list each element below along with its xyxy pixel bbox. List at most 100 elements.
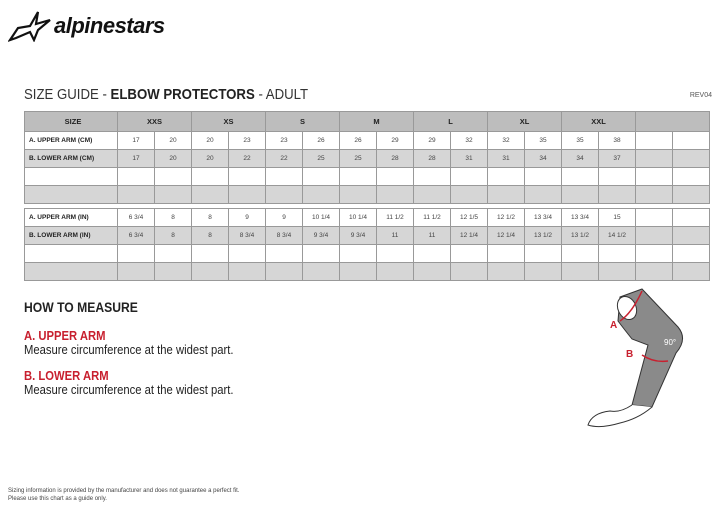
table-cell <box>228 185 266 204</box>
table-cell: 29 <box>376 131 414 150</box>
table-cell <box>376 244 414 263</box>
table-cell: 32 <box>450 131 488 150</box>
size-column-header: XS <box>191 111 266 132</box>
table-cell <box>191 167 229 186</box>
table-cell <box>154 167 192 186</box>
table-cell: 31 <box>450 149 488 168</box>
table-cell: 13 1/2 <box>561 226 599 245</box>
table-cell <box>450 185 488 204</box>
table-cell <box>339 185 377 204</box>
table-cell <box>117 262 155 281</box>
table-cell <box>635 131 673 150</box>
table-cell: 26 <box>339 131 377 150</box>
table-cell: 34 <box>524 149 562 168</box>
table-cell <box>302 262 340 281</box>
size-column-header: XXL <box>561 111 636 132</box>
table-cell <box>450 262 488 281</box>
table-cell <box>561 167 599 186</box>
table-cell: 8 3/4 <box>265 226 303 245</box>
table-cell <box>598 244 636 263</box>
table-cell <box>154 185 192 204</box>
size-column-header: XXS <box>117 111 192 132</box>
table-cell <box>487 244 525 263</box>
table-cell <box>228 167 266 186</box>
table-cell <box>191 262 229 281</box>
size-column-header: M <box>339 111 414 132</box>
table-row <box>24 262 710 281</box>
table-cell <box>635 167 673 186</box>
table-cell: 8 <box>191 226 229 245</box>
table-cell: 12 1/2 <box>487 208 525 227</box>
table-cell: 28 <box>376 149 414 168</box>
table-cell: 9 <box>228 208 266 227</box>
table-cell: 34 <box>561 149 599 168</box>
table-cell <box>302 244 340 263</box>
how-to-measure-heading: HOW TO MEASURE <box>24 300 138 315</box>
table-cell <box>265 262 303 281</box>
title-suffix: - ADULT <box>254 86 309 103</box>
table-cell: 9 <box>265 208 303 227</box>
table-cell: 10 1/4 <box>339 208 377 227</box>
table-cell <box>598 185 636 204</box>
table-row: A. UPPER ARM (CM) 17 20 20 23 23 26 26 29 29 32 32 3… <box>24 131 710 150</box>
table-cell <box>413 185 451 204</box>
table-cell <box>339 244 377 263</box>
table-cell: 29 <box>413 131 451 150</box>
table-cell <box>635 226 673 245</box>
table-cell: 17 <box>117 149 155 168</box>
table-cell: 20 <box>191 131 229 150</box>
table-cell: 20 <box>191 149 229 168</box>
table-cell: 11 1/2 <box>376 208 414 227</box>
table-row <box>24 167 710 186</box>
table-cell: 31 <box>487 149 525 168</box>
row-label <box>24 185 118 204</box>
alpinestars-logo: alpinestars <box>8 10 165 42</box>
table-cell: 12 1/5 <box>450 208 488 227</box>
table-cell: 35 <box>524 131 562 150</box>
brand-name: alpinestars <box>54 13 165 38</box>
table-cell <box>376 185 414 204</box>
row-label <box>24 262 118 281</box>
table-cell <box>672 167 710 186</box>
table-cell <box>154 244 192 263</box>
table-cell: 8 <box>191 208 229 227</box>
table-cell <box>635 149 673 168</box>
table-cell: 13 3/4 <box>524 208 562 227</box>
diagram-angle: 90° <box>664 338 676 347</box>
table-cell <box>302 185 340 204</box>
table-cell: 6 3/4 <box>117 226 155 245</box>
table-cell <box>635 208 673 227</box>
table-cell: 13 1/2 <box>524 226 562 245</box>
table-cell: 20 <box>154 131 192 150</box>
table-cell: 11 1/2 <box>413 208 451 227</box>
table-cell <box>672 244 710 263</box>
table-cell <box>302 167 340 186</box>
upper-arm-heading: A. UPPER ARM <box>24 329 106 343</box>
table-cell: 22 <box>228 149 266 168</box>
table-cell: 20 <box>154 149 192 168</box>
table-cell <box>524 167 562 186</box>
size-column-header: L <box>413 111 488 132</box>
row-label: A. UPPER ARM (CM) <box>24 131 118 150</box>
table-cell <box>635 262 673 281</box>
table-cell: 6 3/4 <box>117 208 155 227</box>
table-cell: 37 <box>598 149 636 168</box>
page-title: SIZE GUIDE - ELBOW PROTECTORS - ADULT <box>24 86 308 103</box>
table-cell <box>117 185 155 204</box>
table-cell: 8 <box>154 208 192 227</box>
table-cell <box>228 244 266 263</box>
table-cell: 13 3/4 <box>561 208 599 227</box>
table-cell <box>154 262 192 281</box>
table-cell <box>672 185 710 204</box>
table-row: B. LOWER ARM (CM) 17 20 20 22 22 25 25 28 28 31 31 3… <box>24 149 710 168</box>
size-column-header: S <box>265 111 340 132</box>
table-cell: 9 3/4 <box>302 226 340 245</box>
table-cell <box>487 185 525 204</box>
table-cell <box>598 167 636 186</box>
table-row: A. UPPER ARM (IN) 6 3/4 8 8 9 9 10 1/4 10 1/4 11… <box>24 208 710 227</box>
table-cell <box>561 244 599 263</box>
row-label: A. UPPER ARM (IN) <box>24 208 118 227</box>
table-cell <box>339 262 377 281</box>
table-row: B. LOWER ARM (IN) 6 3/4 8 8 8 3/4 8 3/4 9 3/4 9… <box>24 226 710 245</box>
table-cell <box>413 262 451 281</box>
